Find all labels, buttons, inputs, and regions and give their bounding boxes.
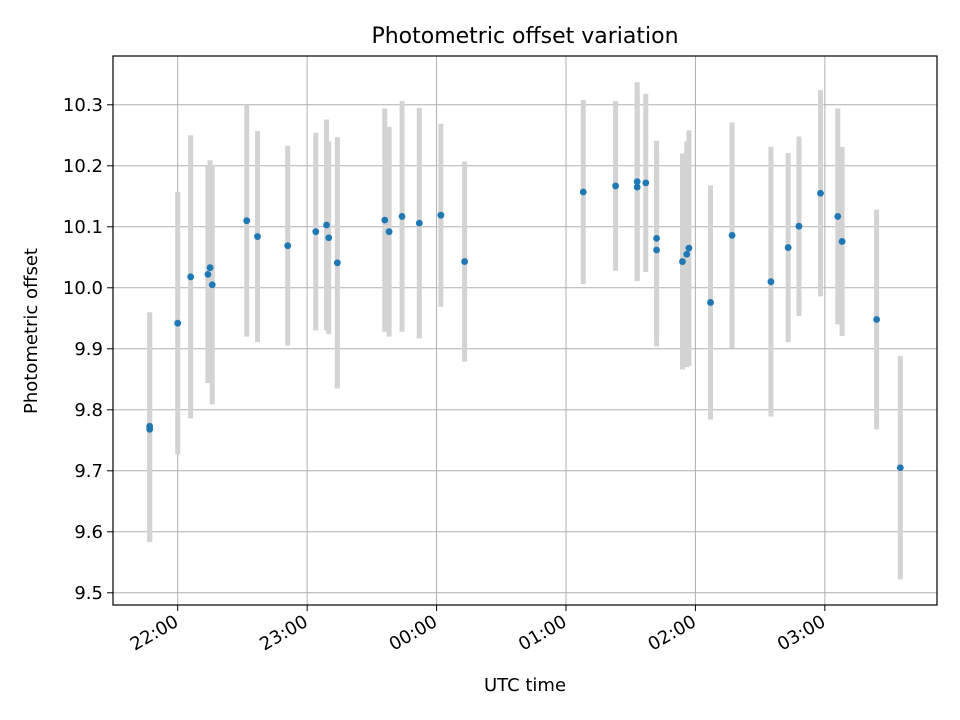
data-point <box>325 234 333 242</box>
data-point <box>385 228 393 236</box>
y-tick-label: 10.3 <box>63 95 103 116</box>
data-point <box>146 425 154 433</box>
data-point <box>653 234 660 242</box>
data-point <box>896 464 904 472</box>
data-point <box>437 211 445 219</box>
data-point <box>685 244 693 252</box>
plot-frame <box>112 55 938 606</box>
y-tick-label: 10.1 <box>63 217 103 238</box>
data-point <box>642 179 650 187</box>
data-point <box>206 264 214 272</box>
y-tick-label: 9.9 <box>74 339 103 360</box>
data-point <box>187 273 195 281</box>
data-point <box>728 231 736 239</box>
grid-layer <box>113 56 937 605</box>
data-point <box>707 299 714 306</box>
data-point <box>312 228 320 236</box>
chart-title: Photometric offset variation <box>371 24 678 49</box>
data-point <box>415 219 423 227</box>
data-point <box>284 242 292 250</box>
y-axis-ticks: 9.5 9.6 9.7 9.8 9.9 10.0 10.1 10.2 10.3 <box>63 95 113 604</box>
data-point <box>767 278 775 286</box>
y-tick-label: 9.6 <box>74 522 103 543</box>
data-point <box>838 238 846 245</box>
data-point <box>579 188 587 196</box>
data-point <box>243 217 251 225</box>
data-point <box>461 258 469 265</box>
y-tick-label: 9.5 <box>74 583 103 604</box>
y-tick-label: 10.0 <box>63 278 103 299</box>
point-layer <box>146 178 904 472</box>
data-point <box>381 216 389 224</box>
data-point <box>834 213 842 220</box>
data-point <box>633 178 641 186</box>
data-point <box>208 281 216 289</box>
data-point <box>784 244 792 251</box>
y-tick-label: 10.2 <box>63 156 103 177</box>
data-point <box>204 270 212 278</box>
data-point <box>795 222 803 230</box>
data-point <box>653 246 660 254</box>
y-tick-label: 9.8 <box>74 400 103 421</box>
data-point <box>398 213 406 220</box>
data-point <box>873 316 881 323</box>
data-point <box>333 259 341 267</box>
data-point <box>612 182 619 190</box>
data-point <box>633 183 641 191</box>
data-point <box>679 258 686 265</box>
y-axis-label: Photometric offset <box>21 248 42 414</box>
data-point <box>817 189 824 197</box>
x-axis-label: UTC time <box>484 675 566 696</box>
data-point <box>683 250 691 258</box>
data-point <box>323 221 330 229</box>
y-tick-label: 9.7 <box>74 461 103 482</box>
data-point <box>254 233 261 240</box>
data-point <box>174 319 182 327</box>
